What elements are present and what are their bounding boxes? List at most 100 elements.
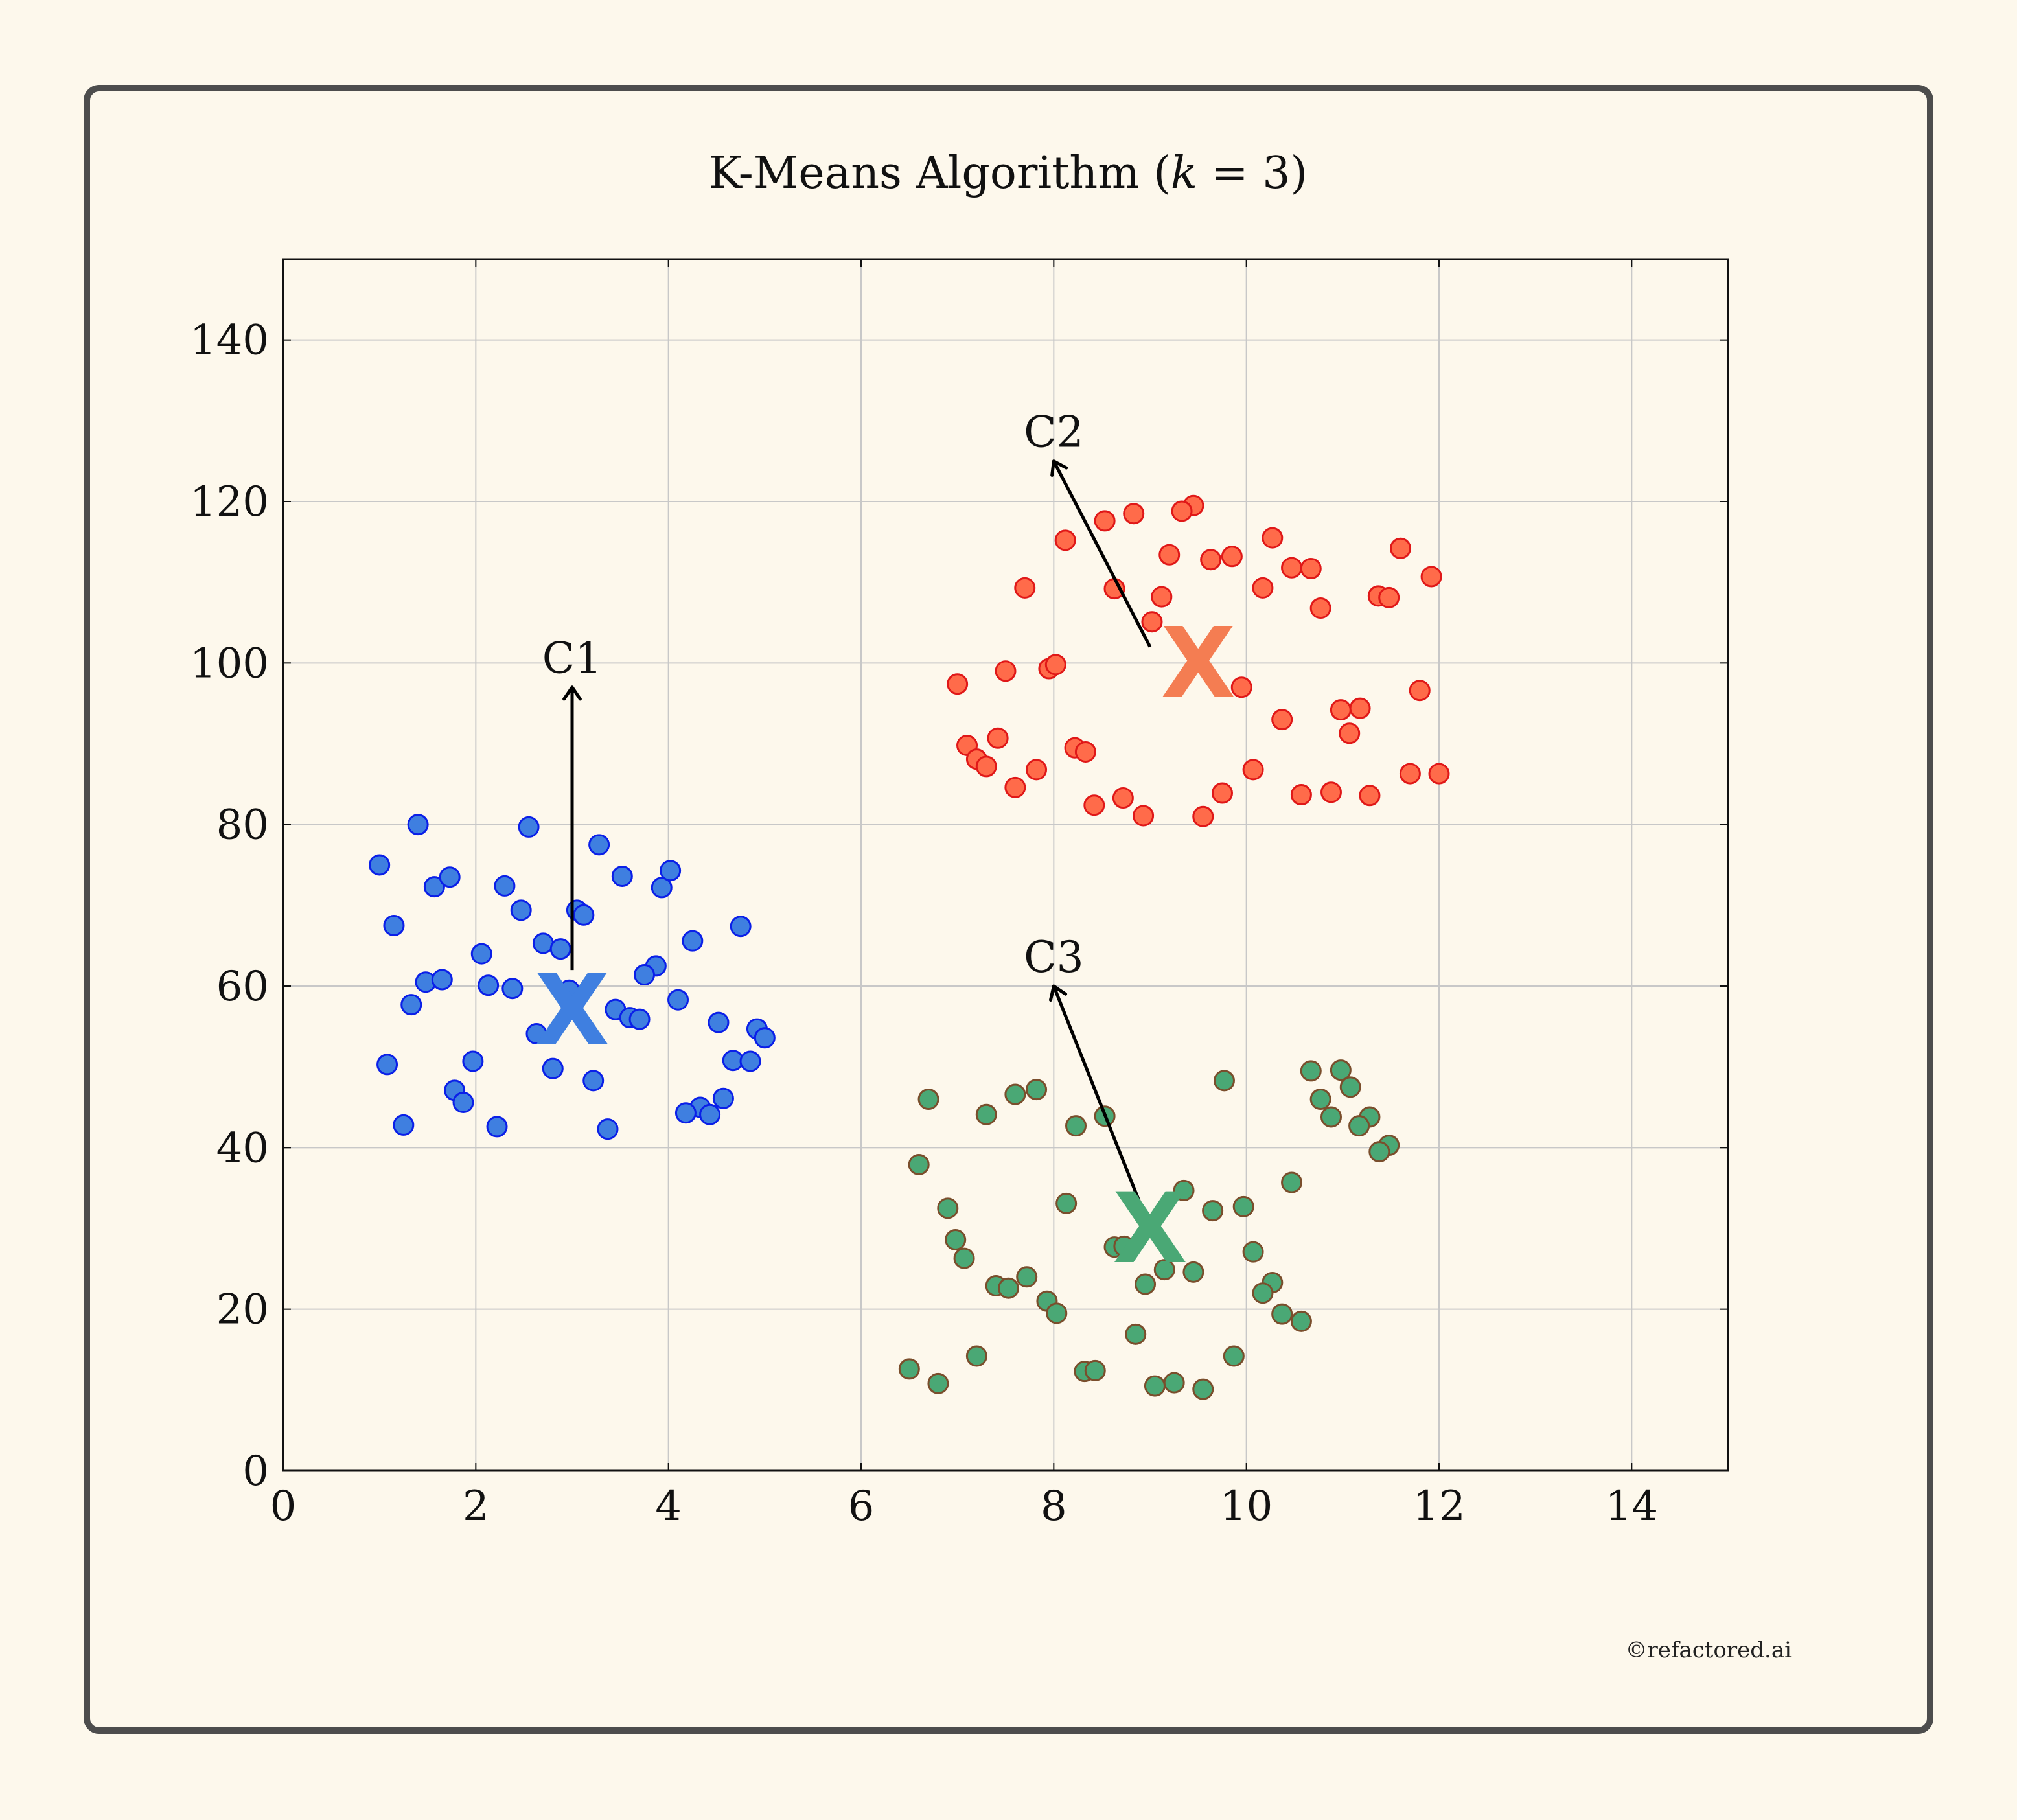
- data-point-cluster-2: [947, 673, 969, 695]
- data-point-cluster-1: [478, 974, 500, 996]
- data-point-cluster-1: [651, 877, 673, 899]
- data-point-cluster-3: [1223, 1345, 1245, 1367]
- data-point-cluster-2: [1428, 763, 1450, 785]
- x-tick-label: 10: [1220, 1482, 1273, 1530]
- data-point-cluster-1: [407, 814, 429, 836]
- y-tick-label: 120: [190, 478, 269, 526]
- data-point-cluster-1: [542, 1057, 564, 1079]
- data-point-cluster-3: [965, 1345, 987, 1367]
- data-point-cluster-3: [953, 1247, 975, 1269]
- data-point-cluster-3: [1339, 1076, 1361, 1098]
- data-point-cluster-2: [1158, 544, 1181, 566]
- data-point-cluster-2: [1330, 699, 1352, 721]
- data-point-cluster-1: [754, 1027, 776, 1049]
- annotation-arrow-head: [1050, 459, 1068, 478]
- y-tick-label: 20: [216, 1286, 269, 1334]
- data-point-cluster-2: [1349, 697, 1371, 719]
- data-point-cluster-2: [1300, 557, 1322, 579]
- data-point-cluster-1: [383, 915, 405, 936]
- chart-card: [84, 85, 1933, 1734]
- data-point-cluster-2: [1123, 503, 1145, 525]
- y-tick-label: 0: [242, 1447, 269, 1495]
- x-tick-label: 0: [270, 1482, 297, 1530]
- y-tick-label: 40: [216, 1124, 269, 1172]
- data-point-cluster-3: [1173, 1179, 1195, 1201]
- data-point-cluster-3: [1182, 1261, 1204, 1283]
- data-point-cluster-1: [628, 1008, 651, 1030]
- data-point-cluster-3: [1202, 1200, 1224, 1222]
- data-point-cluster-2: [1230, 676, 1252, 698]
- data-point-cluster-2: [1212, 782, 1233, 804]
- annotation-arrow-line: [1052, 985, 1142, 1205]
- annotation-arrow-line: [1052, 460, 1152, 648]
- data-point-cluster-1: [510, 899, 532, 921]
- data-point-cluster-2: [1242, 759, 1264, 781]
- data-point-cluster-2: [1083, 794, 1105, 816]
- data-point-cluster-1: [559, 979, 581, 1001]
- data-point-cluster-1: [674, 1102, 697, 1124]
- x-tick-label: 2: [463, 1482, 489, 1530]
- data-point-cluster-3: [937, 1197, 959, 1219]
- data-point-cluster-2: [1399, 763, 1421, 785]
- chart-title: K-Means Algorithm (k = 3): [709, 148, 1308, 199]
- data-point-cluster-2: [1221, 546, 1243, 568]
- data-point-cluster-2: [1359, 785, 1381, 807]
- data-point-cluster-2: [1420, 566, 1442, 588]
- y-tick-label: 100: [190, 639, 269, 687]
- centroid-marker-2: X: [1161, 607, 1236, 720]
- annotation-arrow-head: [562, 685, 582, 701]
- data-point-cluster-1: [501, 978, 524, 1000]
- data-point-cluster-1: [431, 969, 453, 991]
- data-point-cluster-2: [1151, 586, 1173, 608]
- data-point-cluster-3: [1046, 1302, 1068, 1324]
- data-point-cluster-3: [1192, 1378, 1214, 1400]
- data-point-cluster-1: [452, 1092, 474, 1114]
- data-point-cluster-1: [423, 876, 445, 898]
- data-point-cluster-1: [486, 1116, 508, 1138]
- y-tick-label: 60: [216, 963, 269, 1011]
- data-point-cluster-2: [1390, 537, 1412, 559]
- credit-text: ©refactored.ai: [1626, 1637, 1792, 1663]
- data-point-cluster-3: [1016, 1266, 1038, 1288]
- data-point-cluster-1: [439, 866, 461, 888]
- data-point-cluster-3: [1163, 1372, 1185, 1394]
- data-point-cluster-2: [1281, 557, 1303, 579]
- annotation-label: C2: [1024, 408, 1084, 457]
- data-point-cluster-2: [1200, 549, 1222, 571]
- data-point-cluster-3: [1065, 1115, 1087, 1137]
- data-point-cluster-3: [1242, 1241, 1264, 1263]
- title-part-1: K-Means Algorithm (: [709, 148, 1171, 199]
- data-point-cluster-1: [597, 1118, 619, 1140]
- data-point-cluster-3: [1309, 1089, 1331, 1111]
- data-point-cluster-2: [1171, 500, 1193, 522]
- data-point-cluster-1: [376, 1054, 398, 1076]
- annotation-label: C3: [1024, 932, 1084, 982]
- data-point-cluster-1: [525, 1023, 547, 1045]
- data-point-cluster-2: [987, 727, 1009, 749]
- data-point-cluster-3: [1368, 1141, 1390, 1163]
- data-point-cluster-3: [1290, 1310, 1312, 1332]
- data-point-cluster-2: [1074, 741, 1096, 763]
- data-point-cluster-3: [1125, 1323, 1147, 1345]
- data-point-cluster-2: [1339, 722, 1361, 744]
- title-part-2: = 3): [1197, 148, 1308, 199]
- data-point-cluster-2: [1262, 527, 1284, 549]
- data-point-cluster-1: [708, 1011, 730, 1033]
- centroid-markers: X X X: [535, 607, 1236, 1285]
- x-tick-label: 6: [848, 1482, 875, 1530]
- data-point-cluster-3: [927, 1372, 949, 1394]
- data-point-cluster-3: [1300, 1060, 1322, 1082]
- data-point-cluster-2: [1309, 597, 1331, 619]
- data-point-cluster-2: [1112, 787, 1134, 809]
- data-point-cluster-2: [1192, 805, 1214, 827]
- x-tick-label: 14: [1606, 1482, 1658, 1530]
- data-point-cluster-1: [393, 1114, 415, 1136]
- data-point-cluster-1: [494, 875, 516, 897]
- data-point-cluster-1: [634, 964, 655, 986]
- data-point-cluster-2: [1141, 611, 1163, 633]
- title-part-k: k: [1171, 148, 1197, 199]
- data-point-cluster-3: [1113, 1235, 1135, 1257]
- data-point-cluster-3: [1330, 1059, 1352, 1081]
- data-point-cluster-1: [682, 930, 704, 952]
